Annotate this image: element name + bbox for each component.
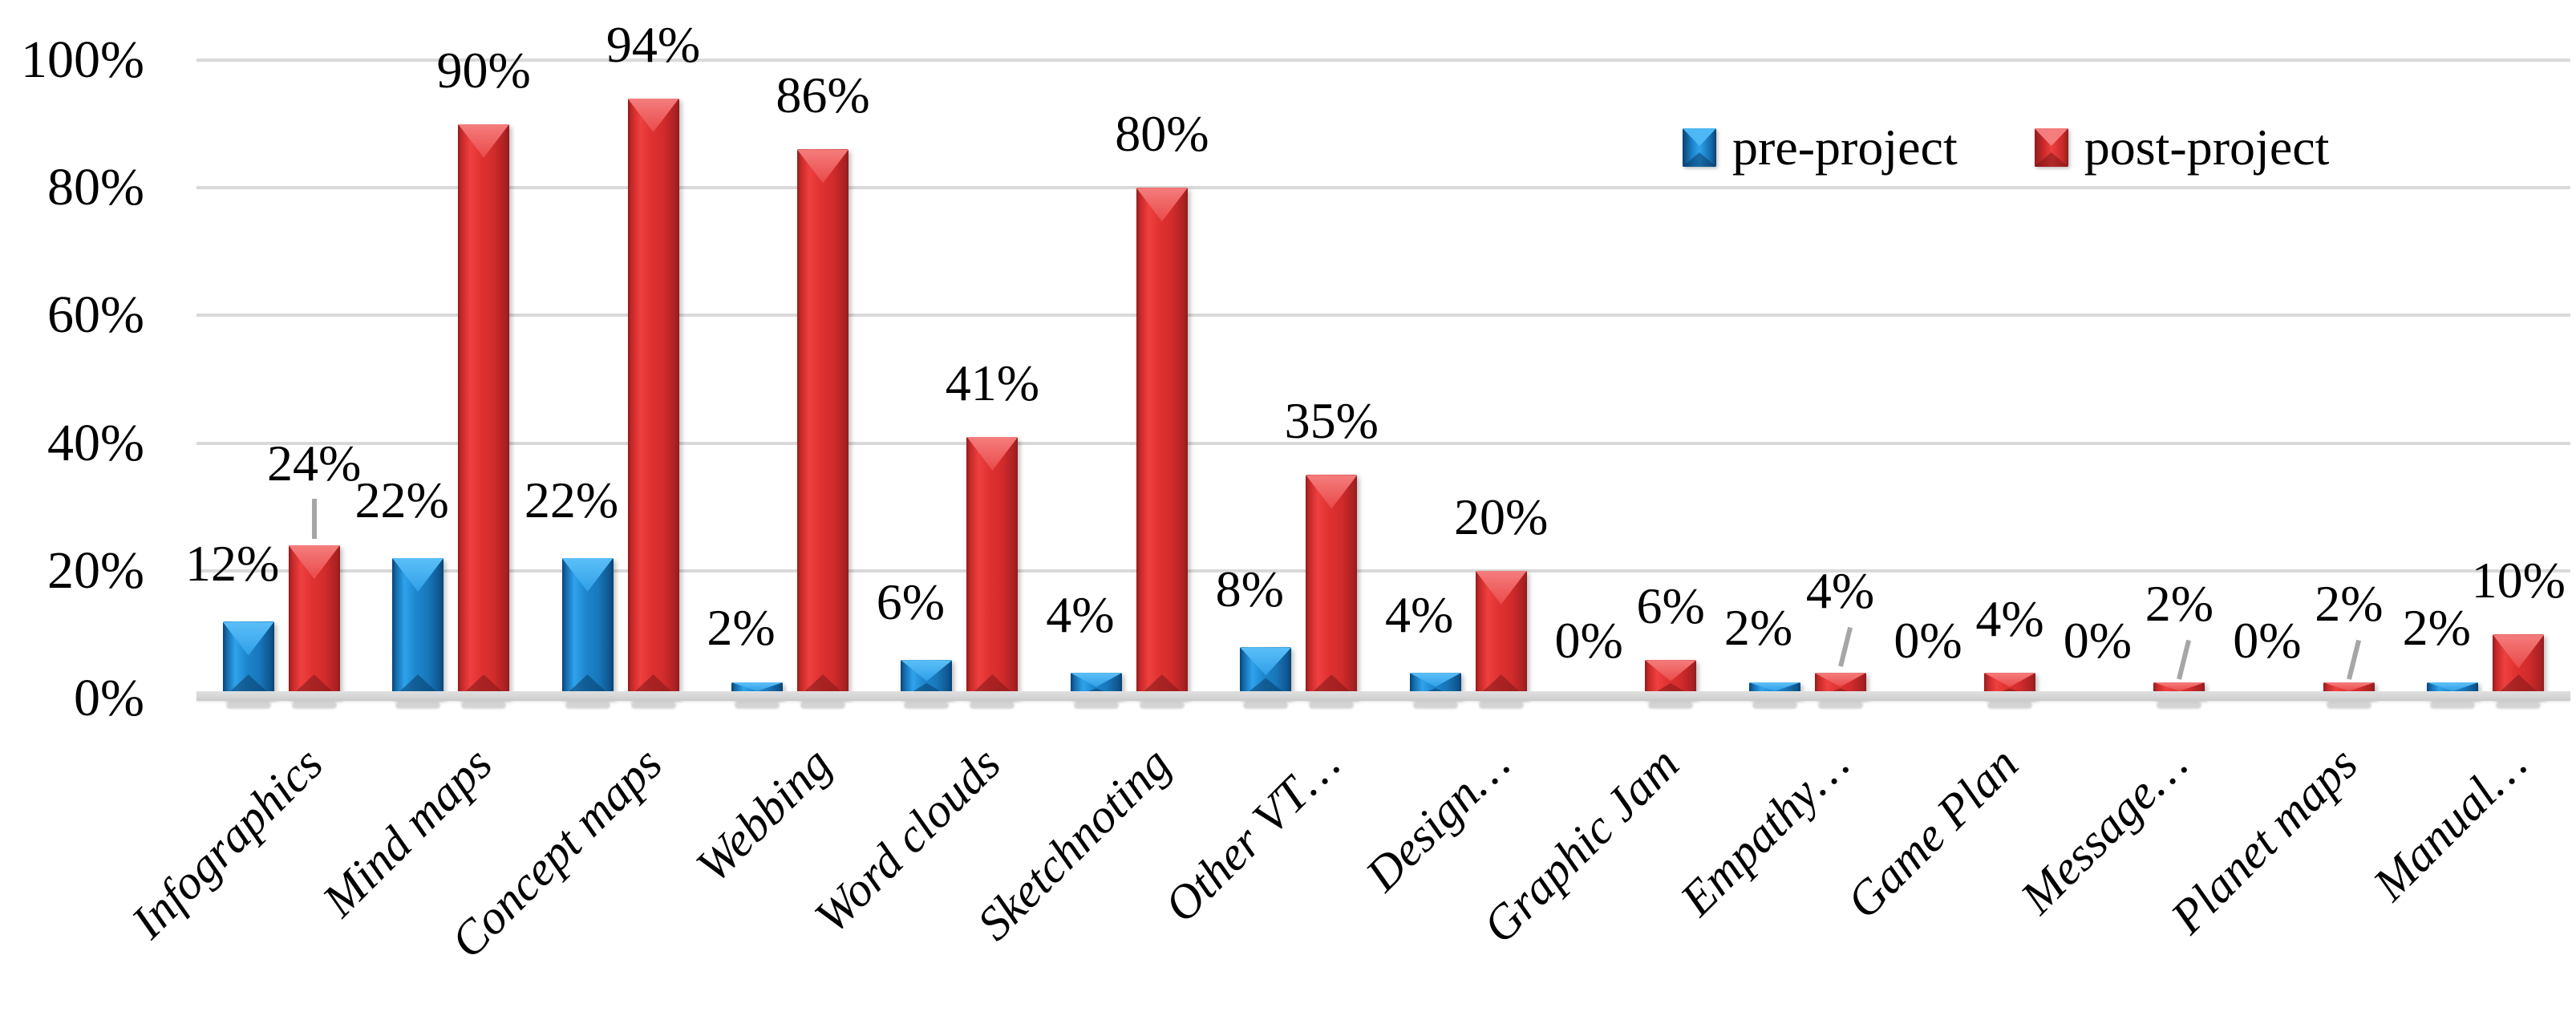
bar-shadow-post-sketchnoting [1139, 702, 1185, 709]
value-label-pre-planet-maps: 0% [2233, 612, 2302, 669]
y-axis-tick-80: 80% [47, 158, 144, 217]
value-label-post-word-clouds: 41% [945, 354, 1040, 411]
value-label-post-design: 20% [1454, 488, 1549, 545]
y-axis-tick-0: 0% [74, 669, 144, 727]
value-label-pre-game-plan: 0% [1894, 612, 1962, 669]
value-label-post-other-vt: 35% [1284, 392, 1379, 450]
bar-shadow-post-infographics [291, 702, 337, 709]
bar-shadow-post-webbing [800, 702, 845, 709]
value-label-post-empathy: 4% [1805, 562, 1875, 620]
bar-shadow-pre-design [1412, 702, 1458, 709]
gridline-100 [196, 59, 2570, 62]
bar-shadow-pre-manual [2430, 702, 2476, 709]
bar-pre-other-vt[interactable] [1240, 647, 1292, 698]
value-label-pre-mind-maps: 22% [354, 471, 449, 528]
value-label-pre-concept-maps: 22% [524, 471, 619, 528]
legend-label-post-project: post-project [2084, 119, 2330, 176]
x-axis-line [196, 691, 2570, 701]
value-label-pre-graphic-jam: 0% [1554, 612, 1623, 669]
value-label-post-concept-maps: 94% [606, 15, 701, 73]
value-label-post-graphic-jam: 6% [1636, 577, 1705, 635]
bar-post-concept-maps[interactable] [627, 98, 679, 698]
bar-post-word-clouds[interactable] [966, 436, 1019, 698]
bar-shadow-pre-concept-maps [565, 702, 610, 709]
value-label-post-planet-maps: 2% [2315, 575, 2384, 633]
value-label-post-game-plan: 4% [1975, 590, 2044, 648]
value-label-pre-webbing: 2% [707, 599, 776, 657]
pre-project-swatch-icon [1683, 128, 1716, 167]
gridline-20 [196, 569, 2570, 573]
bar-post-manual[interactable] [2493, 634, 2545, 698]
y-axis-tick-40: 40% [47, 413, 144, 472]
legend-item-pre-project[interactable]: pre-project [1683, 122, 1958, 173]
value-label-post-message: 2% [2145, 575, 2214, 633]
bar-shadow-pre-other-vt [1243, 702, 1289, 709]
bar-shadow-post-design [1478, 702, 1524, 709]
bar-shadow-post-game-plan [1987, 702, 2032, 709]
value-label-post-infographics: 24% [267, 434, 362, 492]
bar-shadow-pre-word-clouds [904, 702, 950, 709]
bar-shadow-post-concept-maps [630, 702, 676, 709]
bar-shadow-pre-empathy [1752, 702, 1797, 709]
y-axis-tick-20: 20% [47, 540, 144, 600]
bar-pre-mind-maps[interactable] [392, 557, 444, 698]
leader-line-infographics [311, 498, 317, 539]
value-label-pre-design: 4% [1385, 586, 1454, 644]
bar-pre-infographics[interactable] [222, 621, 274, 698]
value-label-pre-other-vt: 8% [1215, 561, 1284, 618]
value-label-pre-infographics: 12% [185, 535, 280, 593]
bar-shadow-pre-infographics [225, 702, 271, 709]
bar-post-design[interactable] [1475, 570, 1527, 698]
bar-shadow-pre-mind-maps [395, 702, 441, 709]
gridline-80 [196, 186, 2570, 190]
y-axis-tick-100: 100% [21, 30, 144, 89]
bar-post-webbing[interactable] [797, 149, 849, 698]
gridline-40 [196, 441, 2570, 445]
bar-post-other-vt[interactable] [1306, 475, 1358, 698]
bar-pre-concept-maps[interactable] [561, 557, 614, 698]
gridline-60 [196, 314, 2570, 318]
y-axis-tick-60: 60% [47, 285, 144, 345]
bar-shadow-post-other-vt [1309, 702, 1355, 709]
bar-post-sketchnoting[interactable] [1136, 188, 1188, 698]
post-project-swatch-icon [2034, 128, 2068, 167]
x-axis-label-manual: Manual… [2363, 737, 2538, 911]
bar-shadow-pre-sketchnoting [1073, 702, 1119, 709]
value-label-post-webbing: 86% [776, 67, 870, 124]
bar-shadow-post-empathy [1817, 702, 1863, 709]
bar-shadow-post-manual [2496, 702, 2542, 709]
value-label-pre-sketchnoting: 4% [1046, 586, 1115, 644]
value-label-post-manual: 10% [2471, 552, 2566, 609]
bar-shadow-post-mind-maps [461, 702, 507, 709]
legend-item-post-project[interactable]: post-project [2034, 119, 2330, 176]
bar-shadow-post-planet-maps [2326, 702, 2371, 709]
value-label-post-mind-maps: 90% [436, 41, 531, 99]
value-label-pre-manual: 2% [2402, 599, 2471, 657]
bar-shadow-post-word-clouds [970, 702, 1015, 709]
bar-post-infographics[interactable] [288, 544, 340, 698]
bar-post-mind-maps[interactable] [458, 123, 510, 698]
legend: pre-project post-project [1683, 122, 2329, 173]
bar-shadow-pre-webbing [735, 702, 780, 709]
bar-shadow-post-graphic-jam [1648, 702, 1694, 709]
legend-label-pre-project: pre-project [1732, 119, 1958, 176]
bar-shadow-post-message [2157, 702, 2202, 709]
value-label-pre-word-clouds: 6% [876, 573, 946, 631]
value-label-pre-empathy: 2% [1723, 599, 1793, 657]
value-label-pre-message: 0% [2063, 612, 2132, 669]
value-label-post-sketchnoting: 80% [1115, 105, 1209, 163]
